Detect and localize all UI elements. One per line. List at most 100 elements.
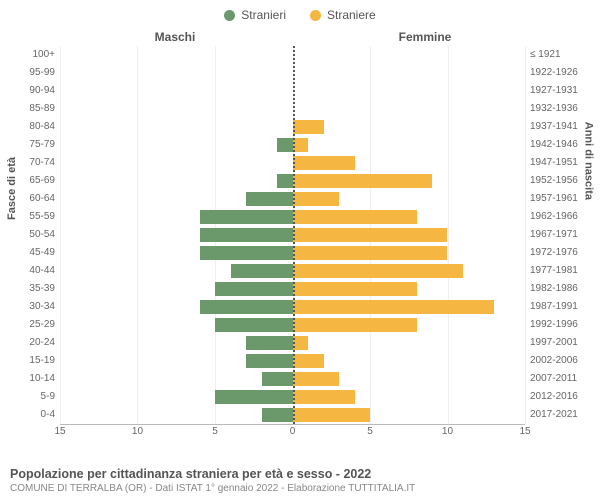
age-label: 80-84 [5, 121, 55, 132]
birth-year-label: 1952-1956 [530, 175, 595, 186]
birth-year-label: 1987-1991 [530, 301, 595, 312]
bar-male [200, 228, 293, 242]
legend-label-female: Straniere [327, 8, 376, 22]
legend-label-male: Stranieri [241, 8, 286, 22]
age-label: 40-44 [5, 265, 55, 276]
age-label: 10-14 [5, 373, 55, 384]
birth-year-label: 2012-2016 [530, 391, 595, 402]
bar-female [293, 210, 417, 224]
bar-female [293, 138, 309, 152]
age-label: 75-79 [5, 139, 55, 150]
x-axis-left: 051015 [60, 426, 293, 442]
age-label: 85-89 [5, 103, 55, 114]
birth-year-label: 1967-1971 [530, 229, 595, 240]
bar-female [293, 408, 370, 422]
birth-year-label: 1972-1976 [530, 247, 595, 258]
bar-female [293, 300, 495, 314]
birth-year-label: 1982-1986 [530, 283, 595, 294]
bar-female [293, 120, 324, 134]
x-tick-label: 5 [212, 426, 218, 437]
bar-male [246, 354, 293, 368]
age-label: 50-54 [5, 229, 55, 240]
age-label: 30-34 [5, 301, 55, 312]
age-label: 5-9 [5, 391, 55, 402]
bar-female [293, 174, 433, 188]
birth-year-label: 2002-2006 [530, 355, 595, 366]
bar-male [277, 138, 293, 152]
header-female: Femmine [300, 30, 600, 44]
x-tick-label: 10 [132, 426, 143, 437]
bar-male [200, 300, 293, 314]
bar-male [262, 372, 293, 386]
x-tick-label: 15 [54, 426, 65, 437]
x-axis: 051015 51015 [60, 426, 525, 442]
bar-female [293, 318, 417, 332]
bar-female [293, 390, 355, 404]
birth-year-label: 1977-1981 [530, 265, 595, 276]
age-label: 55-59 [5, 211, 55, 222]
legend: Stranieri Straniere [0, 0, 600, 22]
bar-male [215, 282, 292, 296]
age-label: 95-99 [5, 67, 55, 78]
birth-year-label: 1927-1931 [530, 85, 595, 96]
birth-year-label: 1932-1936 [530, 103, 595, 114]
birth-year-label: 2017-2021 [530, 409, 595, 420]
bar-female [293, 156, 355, 170]
age-label: 45-49 [5, 247, 55, 258]
footer: Popolazione per cittadinanza straniera p… [10, 467, 590, 494]
age-label: 60-64 [5, 193, 55, 204]
center-line [293, 46, 295, 424]
x-tick-label: 15 [519, 426, 530, 437]
bar-female [293, 354, 324, 368]
birth-year-label: 1937-1941 [530, 121, 595, 132]
birth-year-label: 1922-1926 [530, 67, 595, 78]
bar-male [246, 192, 293, 206]
birth-year-label: 1962-1966 [530, 211, 595, 222]
bar-male [200, 210, 293, 224]
legend-item-female: Straniere [310, 8, 376, 22]
bar-female [293, 372, 340, 386]
bar-male [215, 390, 292, 404]
column-headers: Maschi Femmine [0, 30, 600, 44]
chart-title: Popolazione per cittadinanza straniera p… [10, 467, 590, 481]
bar-male [277, 174, 293, 188]
birth-year-label: 1957-1961 [530, 193, 595, 204]
age-label: 15-19 [5, 355, 55, 366]
age-label: 90-94 [5, 85, 55, 96]
bar-female [293, 282, 417, 296]
bar-male [200, 246, 293, 260]
age-label: 65-69 [5, 175, 55, 186]
birth-year-label: ≤ 1921 [530, 49, 595, 60]
x-baseline [60, 424, 525, 425]
birth-year-label: 1997-2001 [530, 337, 595, 348]
age-label: 35-39 [5, 283, 55, 294]
header-male: Maschi [0, 30, 300, 44]
x-tick-label: 5 [367, 426, 373, 437]
birth-year-label: 1942-1946 [530, 139, 595, 150]
age-label: 100+ [5, 49, 55, 60]
age-label: 70-74 [5, 157, 55, 168]
bar-female [293, 246, 448, 260]
x-tick-label: 10 [442, 426, 453, 437]
age-label: 20-24 [5, 337, 55, 348]
bar-male [231, 264, 293, 278]
bar-female [293, 264, 464, 278]
bar-female [293, 192, 340, 206]
age-label: 25-29 [5, 319, 55, 330]
birth-year-label: 1947-1951 [530, 157, 595, 168]
legend-swatch-male [224, 10, 235, 21]
bar-female [293, 336, 309, 350]
bar-female [293, 228, 448, 242]
bar-male [246, 336, 293, 350]
chart-subtitle: COMUNE DI TERRALBA (OR) - Dati ISTAT 1° … [10, 483, 590, 494]
birth-year-label: 1992-1996 [530, 319, 595, 330]
legend-item-male: Stranieri [224, 8, 286, 22]
x-axis-right: 51015 [293, 426, 526, 442]
chart-area: 100+≤ 192195-991922-192690-941927-193185… [60, 46, 525, 424]
legend-swatch-female [310, 10, 321, 21]
bar-male [262, 408, 293, 422]
age-label: 0-4 [5, 409, 55, 420]
bar-male [215, 318, 292, 332]
birth-year-label: 2007-2011 [530, 373, 595, 384]
gridline [525, 46, 526, 424]
